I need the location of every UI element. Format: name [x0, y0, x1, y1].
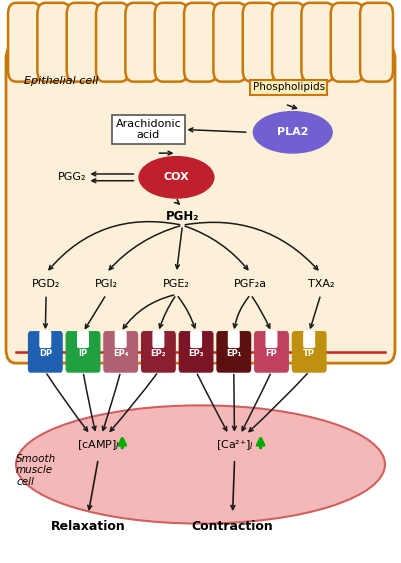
- FancyBboxPatch shape: [184, 3, 217, 82]
- FancyBboxPatch shape: [141, 331, 176, 373]
- Ellipse shape: [138, 156, 215, 199]
- FancyBboxPatch shape: [213, 3, 246, 82]
- FancyBboxPatch shape: [65, 331, 100, 373]
- FancyBboxPatch shape: [8, 3, 41, 82]
- Text: PGG₂: PGG₂: [58, 172, 87, 182]
- FancyBboxPatch shape: [6, 45, 395, 363]
- Text: IP: IP: [79, 349, 87, 358]
- FancyBboxPatch shape: [228, 330, 240, 348]
- FancyBboxPatch shape: [67, 3, 99, 82]
- Text: EP₄: EP₄: [113, 349, 128, 358]
- FancyBboxPatch shape: [39, 330, 51, 348]
- FancyBboxPatch shape: [190, 330, 202, 348]
- FancyBboxPatch shape: [28, 331, 63, 373]
- Text: Contraction: Contraction: [192, 520, 273, 533]
- FancyBboxPatch shape: [96, 3, 129, 82]
- FancyBboxPatch shape: [37, 3, 70, 82]
- FancyBboxPatch shape: [254, 331, 289, 373]
- FancyBboxPatch shape: [217, 331, 251, 373]
- FancyBboxPatch shape: [115, 330, 127, 348]
- Text: TP: TP: [303, 349, 315, 358]
- FancyBboxPatch shape: [126, 3, 158, 82]
- FancyBboxPatch shape: [331, 3, 364, 82]
- FancyBboxPatch shape: [103, 331, 138, 373]
- Text: COX: COX: [164, 172, 189, 182]
- Text: DP: DP: [39, 349, 52, 358]
- Text: PGF₂a: PGF₂a: [234, 279, 267, 289]
- FancyBboxPatch shape: [302, 3, 334, 82]
- FancyBboxPatch shape: [179, 331, 213, 373]
- FancyBboxPatch shape: [243, 3, 275, 82]
- Text: FP: FP: [265, 349, 277, 358]
- FancyBboxPatch shape: [152, 330, 164, 348]
- FancyBboxPatch shape: [303, 330, 315, 348]
- Text: Relaxation: Relaxation: [51, 520, 126, 533]
- Text: PGE₂: PGE₂: [163, 279, 190, 289]
- Text: Arachidonic
acid: Arachidonic acid: [115, 119, 181, 140]
- FancyBboxPatch shape: [77, 330, 89, 348]
- FancyBboxPatch shape: [292, 331, 326, 373]
- Text: TXA₂: TXA₂: [308, 279, 334, 289]
- Text: PGI₂: PGI₂: [95, 279, 118, 289]
- FancyBboxPatch shape: [155, 3, 188, 82]
- FancyBboxPatch shape: [272, 3, 305, 82]
- Text: EP₂: EP₂: [151, 349, 166, 358]
- FancyBboxPatch shape: [360, 3, 393, 82]
- Ellipse shape: [16, 405, 385, 524]
- FancyBboxPatch shape: [265, 330, 277, 348]
- Text: [Ca²⁺]$_I$: [Ca²⁺]$_I$: [216, 438, 253, 452]
- Ellipse shape: [253, 111, 333, 154]
- Text: Phospholipids: Phospholipids: [253, 82, 325, 92]
- Text: Smooth
muscle
cell: Smooth muscle cell: [16, 454, 56, 486]
- Text: Epithelial cell: Epithelial cell: [24, 76, 99, 86]
- Text: PGD₂: PGD₂: [32, 279, 60, 289]
- Text: PLA2: PLA2: [277, 127, 308, 137]
- Text: PGH₂: PGH₂: [166, 210, 199, 224]
- Text: EP₃: EP₃: [188, 349, 204, 358]
- Text: EP₁: EP₁: [226, 349, 241, 358]
- Text: [cAMP]$_I$: [cAMP]$_I$: [77, 438, 119, 452]
